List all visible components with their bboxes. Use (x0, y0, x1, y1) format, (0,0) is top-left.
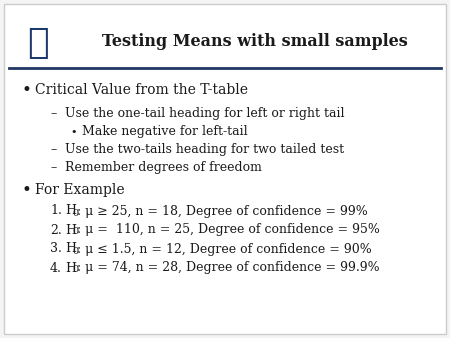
Text: ⮧: ⮧ (27, 26, 49, 60)
Text: Testing Means with small samples: Testing Means with small samples (102, 33, 408, 50)
Text: Use the one-tail heading for left or right tail: Use the one-tail heading for left or rig… (65, 107, 345, 121)
Text: Critical Value from the T-table: Critical Value from the T-table (35, 83, 248, 97)
Text: Remember degrees of freedom: Remember degrees of freedom (65, 162, 262, 174)
Text: 3.: 3. (50, 242, 62, 256)
Text: 0: 0 (72, 266, 78, 274)
Text: •: • (70, 127, 77, 137)
Text: H: H (65, 242, 76, 256)
Text: H: H (65, 262, 76, 274)
Text: : μ =  110, n = 25, Degree of confidence = 95%: : μ = 110, n = 25, Degree of confidence … (77, 223, 380, 237)
Text: •: • (22, 181, 32, 199)
Text: –: – (50, 144, 56, 156)
Text: 4.: 4. (50, 262, 62, 274)
Text: 0: 0 (72, 246, 78, 256)
Text: H: H (65, 204, 76, 217)
Text: –: – (50, 162, 56, 174)
Text: 0: 0 (72, 209, 78, 217)
Text: H: H (65, 223, 76, 237)
Text: Use the two-tails heading for two tailed test: Use the two-tails heading for two tailed… (65, 144, 344, 156)
Text: 1.: 1. (50, 204, 62, 217)
Text: : μ ≤ 1.5, n = 12, Degree of confidence = 90%: : μ ≤ 1.5, n = 12, Degree of confidence … (77, 242, 372, 256)
Text: For Example: For Example (35, 183, 125, 197)
Text: : μ ≥ 25, n = 18, Degree of confidence = 99%: : μ ≥ 25, n = 18, Degree of confidence =… (77, 204, 368, 217)
Text: : μ = 74, n = 28, Degree of confidence = 99.9%: : μ = 74, n = 28, Degree of confidence =… (77, 262, 380, 274)
Text: •: • (22, 81, 32, 99)
Text: 0: 0 (72, 227, 78, 237)
Text: 2.: 2. (50, 223, 62, 237)
Text: Make negative for left-tail: Make negative for left-tail (82, 125, 248, 139)
Text: –: – (50, 107, 56, 121)
